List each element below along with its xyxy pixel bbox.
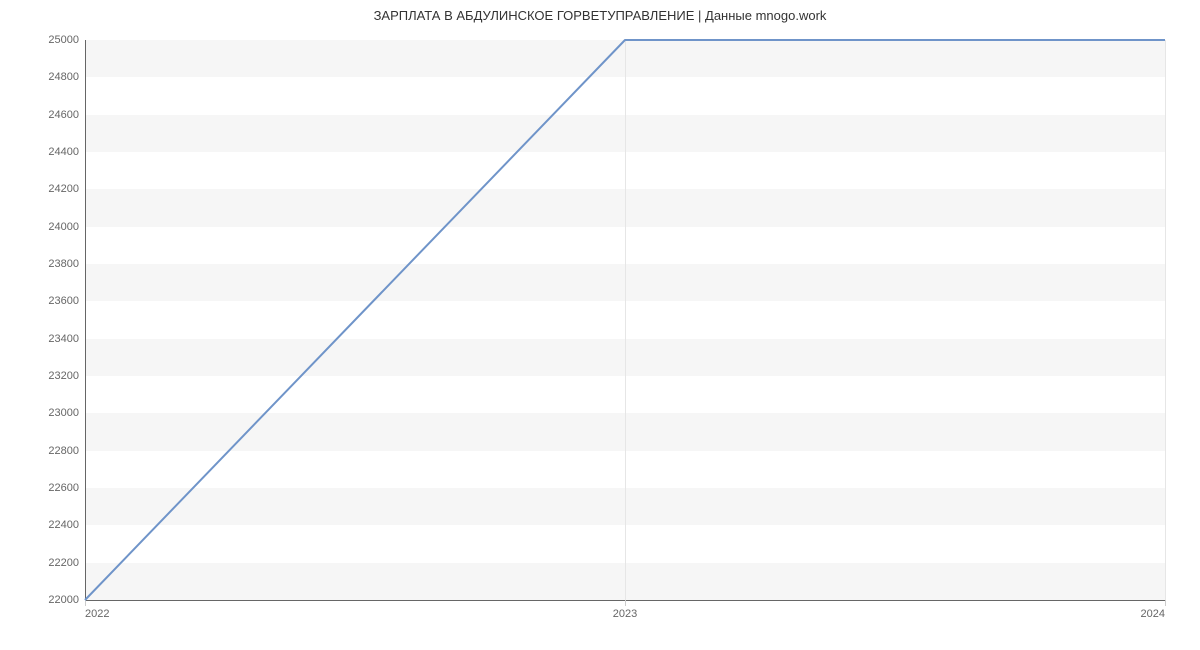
x-tick-label: 2022 — [85, 600, 109, 620]
series-salary — [85, 40, 1165, 600]
plot-area: 2200022200224002260022800230002320023400… — [85, 40, 1165, 600]
y-tick-label: 24800 — [48, 71, 85, 83]
y-tick-label: 22200 — [48, 557, 85, 569]
y-tick-label: 25000 — [48, 34, 85, 46]
y-tick-label: 22000 — [48, 594, 85, 606]
chart-title: ЗАРПЛАТА В АБДУЛИНСКОЕ ГОРВЕТУПРАВЛЕНИЕ … — [0, 8, 1200, 23]
x-tick-label: 2023 — [613, 600, 637, 620]
y-tick-label: 24400 — [48, 146, 85, 158]
y-tick-label: 23400 — [48, 333, 85, 345]
x-tick-label: 2024 — [1141, 600, 1165, 620]
y-tick-label: 24200 — [48, 183, 85, 195]
x-gridline — [1165, 40, 1166, 600]
y-tick-label: 23800 — [48, 258, 85, 270]
y-tick-label: 22800 — [48, 445, 85, 457]
y-tick-label: 23600 — [48, 295, 85, 307]
y-tick-label: 23200 — [48, 370, 85, 382]
x-tick-mark — [1165, 600, 1166, 606]
salary-line-chart: ЗАРПЛАТА В АБДУЛИНСКОЕ ГОРВЕТУПРАВЛЕНИЕ … — [0, 0, 1200, 650]
y-tick-label: 24000 — [48, 221, 85, 233]
y-tick-label: 22600 — [48, 482, 85, 494]
series-layer — [85, 40, 1165, 600]
y-tick-label: 22400 — [48, 519, 85, 531]
y-tick-label: 24600 — [48, 109, 85, 121]
y-tick-label: 23000 — [48, 407, 85, 419]
